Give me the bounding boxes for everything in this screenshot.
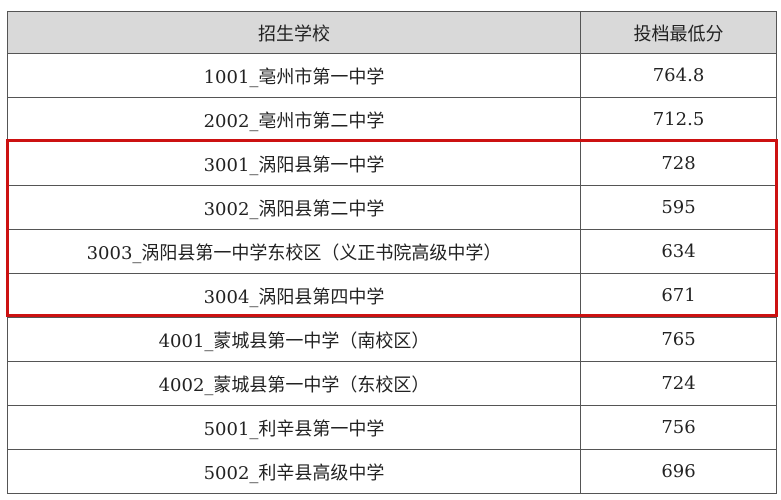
table-row: 3001_涡阳县第一中学 728 — [7, 141, 777, 186]
school-cell: 3001_涡阳县第一中学 — [7, 141, 581, 186]
school-cell: 3003_涡阳县第一中学东校区（义正书院高级中学） — [7, 229, 581, 274]
score-cell: 595 — [580, 185, 777, 230]
table-row: 3002_涡阳县第二中学 595 — [7, 185, 777, 230]
table-row: 2002_亳州市第二中学 712.5 — [7, 97, 777, 142]
score-cell: 712.5 — [580, 97, 777, 142]
score-cell: 724 — [580, 361, 777, 406]
school-cell: 1001_亳州市第一中学 — [7, 53, 581, 98]
score-cell: 634 — [580, 229, 777, 274]
school-cell: 3002_涡阳县第二中学 — [7, 185, 581, 230]
school-cell: 5002_利辛县高级中学 — [7, 449, 581, 494]
header-score: 投档最低分 — [580, 11, 777, 54]
score-cell: 671 — [580, 273, 777, 318]
table-row: 5002_利辛县高级中学 696 — [7, 449, 777, 494]
school-cell: 4001_蒙城县第一中学（南校区） — [7, 317, 581, 362]
table-row: 5001_利辛县第一中学 756 — [7, 405, 777, 450]
score-table: 招生学校 投档最低分 1001_亳州市第一中学 764.8 2002_亳州市第二中学… — [7, 11, 777, 494]
score-cell: 728 — [580, 141, 777, 186]
score-cell: 764.8 — [580, 53, 777, 98]
table-row: 3004_涡阳县第四中学 671 — [7, 273, 777, 318]
highlight-box — [6, 139, 778, 317]
school-cell: 4002_蒙城县第一中学（东校区） — [7, 361, 581, 406]
score-cell: 765 — [580, 317, 777, 362]
school-cell: 3004_涡阳县第四中学 — [7, 273, 581, 318]
header-row: 招生学校 投档最低分 — [7, 11, 777, 54]
table-row: 4001_蒙城县第一中学（南校区） 765 — [7, 317, 777, 362]
table-row: 1001_亳州市第一中学 764.8 — [7, 53, 777, 98]
table-row: 3003_涡阳县第一中学东校区（义正书院高级中学） 634 — [7, 229, 777, 274]
score-cell: 696 — [580, 449, 777, 494]
table-row: 4002_蒙城县第一中学（东校区） 724 — [7, 361, 777, 406]
header-school: 招生学校 — [7, 11, 581, 54]
score-cell: 756 — [580, 405, 777, 450]
school-cell: 2002_亳州市第二中学 — [7, 97, 581, 142]
school-cell: 5001_利辛县第一中学 — [7, 405, 581, 450]
